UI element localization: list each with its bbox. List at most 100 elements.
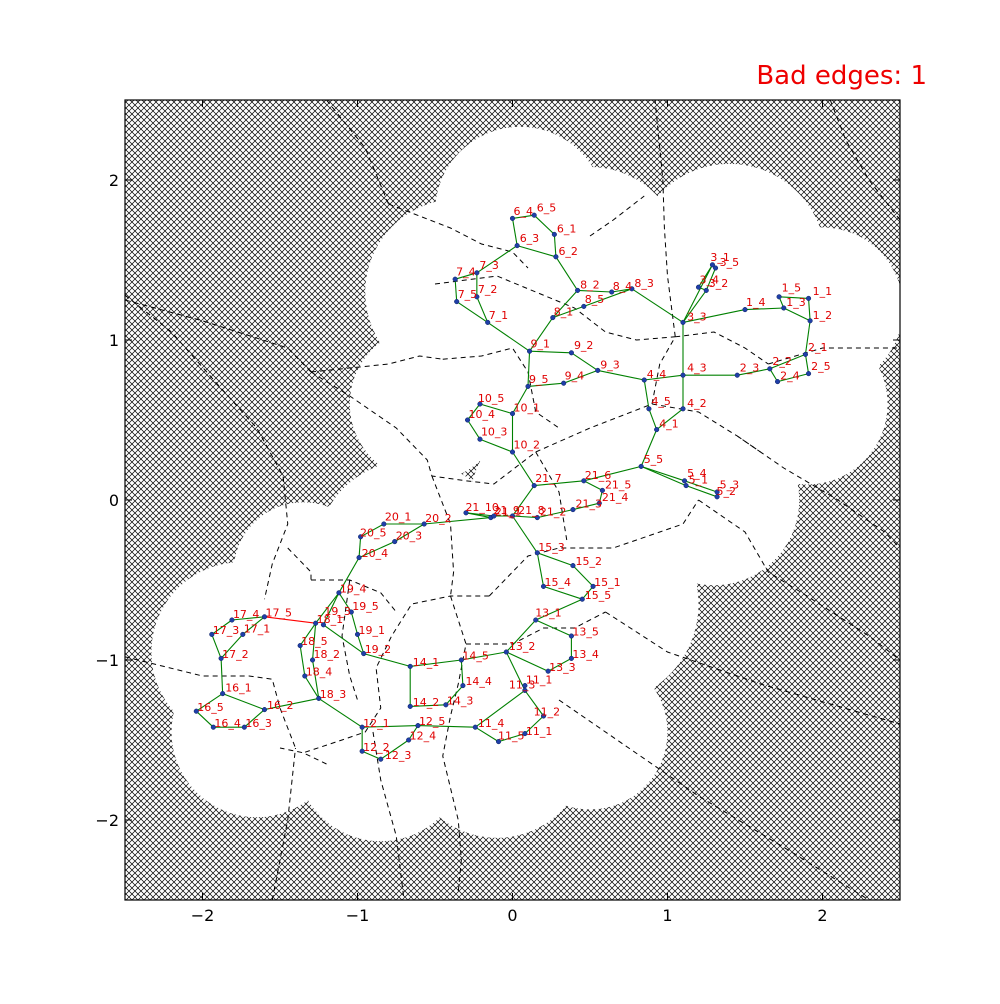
edge-20_5-20_4 bbox=[358, 536, 362, 558]
edge-5_1-5_5 bbox=[640, 465, 687, 487]
node-label-12_5: 12_5 bbox=[419, 715, 446, 728]
edge-14_3-14_2 bbox=[410, 704, 446, 707]
node-11_4 bbox=[472, 724, 478, 730]
edge-8_3-8_5 bbox=[583, 288, 633, 307]
edge-9_5-10_1 bbox=[512, 386, 529, 414]
y-tick-label-1: −1 bbox=[95, 651, 119, 670]
node-label-8_3: 8_3 bbox=[634, 277, 654, 290]
node-16_3 bbox=[241, 724, 247, 730]
y-tick-label-3: 1 bbox=[109, 331, 119, 350]
node-15_5 bbox=[579, 596, 585, 602]
node-17_1 bbox=[240, 631, 246, 637]
edge-19_3-19_4 bbox=[322, 592, 340, 626]
node-label-12_1: 12_1 bbox=[363, 717, 390, 730]
edge-7_5-7_1 bbox=[456, 301, 489, 323]
node-label-15_4: 15_4 bbox=[545, 576, 572, 589]
node-label-14_1: 14_1 bbox=[413, 656, 440, 669]
node-7_3 bbox=[474, 270, 480, 276]
hatched-background bbox=[125, 100, 900, 900]
node-label-13_3: 13_3 bbox=[549, 661, 576, 674]
node-9_2 bbox=[568, 350, 574, 356]
edge-21_6-21_5 bbox=[583, 480, 603, 491]
node-label-20_2: 20_2 bbox=[425, 512, 452, 525]
edge-20_4-19_4 bbox=[338, 557, 360, 594]
voronoi-line-10 bbox=[431, 475, 455, 597]
node-20_1 bbox=[381, 521, 387, 527]
node-label-1_4: 1_4 bbox=[746, 296, 766, 309]
node-2_2 bbox=[767, 366, 773, 372]
node-label-4_3: 4_3 bbox=[687, 362, 707, 375]
node-21_9 bbox=[491, 513, 497, 519]
edge-9_5-9_1 bbox=[527, 351, 531, 387]
node-label-2_5: 2_5 bbox=[811, 360, 831, 373]
node-label-21_3: 21_3 bbox=[576, 498, 603, 511]
edge-6_5-6_4 bbox=[512, 214, 535, 219]
edge-11_4-11_3 bbox=[474, 689, 526, 728]
edge-5_5-5_4 bbox=[640, 465, 685, 482]
node-label-13_5: 13_5 bbox=[572, 626, 599, 639]
node-label-6_1: 6_1 bbox=[557, 222, 577, 235]
node-label-9_1: 9_1 bbox=[531, 338, 551, 351]
node-label-21_4: 21_4 bbox=[602, 491, 629, 504]
node-label-15_2: 15_2 bbox=[576, 555, 603, 568]
node-21_5 bbox=[599, 487, 605, 493]
node-label-9_4: 9_4 bbox=[565, 370, 585, 383]
node-label-6_2: 6_2 bbox=[558, 245, 578, 258]
node-10_2 bbox=[509, 449, 516, 455]
edge-18_4-18_3 bbox=[304, 675, 320, 699]
node-label-20_4: 20_4 bbox=[362, 547, 389, 560]
voronoi-line-24 bbox=[654, 100, 676, 337]
edge-6_1-6_5 bbox=[533, 214, 555, 235]
node-label-20_5: 20_5 bbox=[360, 526, 387, 539]
node-18_2 bbox=[310, 657, 316, 663]
node-10_4 bbox=[465, 417, 471, 423]
voronoi-line-11 bbox=[442, 595, 467, 893]
node-5_1 bbox=[683, 483, 689, 489]
node-16_5 bbox=[193, 708, 199, 714]
node-label-5_4: 5_4 bbox=[687, 467, 707, 480]
node-4_5 bbox=[646, 406, 652, 412]
node-18_1 bbox=[313, 620, 319, 626]
node-10_5 bbox=[477, 401, 483, 407]
node-label-18_2: 18_2 bbox=[314, 648, 341, 661]
node-label-16_4: 16_4 bbox=[214, 717, 241, 730]
voronoi-line-13 bbox=[466, 611, 606, 645]
node-label-19_2: 19_2 bbox=[365, 643, 392, 656]
node-4_3 bbox=[680, 372, 686, 378]
edge-18_2-18_1 bbox=[312, 623, 317, 661]
node-label-1_5: 1_5 bbox=[782, 282, 802, 295]
node-label-11_1: 11_1 bbox=[526, 674, 553, 687]
y-tick-label-2: 0 bbox=[109, 491, 119, 510]
node-14_4 bbox=[460, 683, 466, 689]
node-label-9_5: 9_5 bbox=[529, 373, 549, 386]
node-19_3 bbox=[320, 622, 326, 628]
edge-11_3-13_2 bbox=[505, 651, 526, 691]
edge-15_3-15_2 bbox=[537, 552, 574, 567]
voronoi-line-8 bbox=[341, 579, 358, 701]
edge-1_5-1_1 bbox=[779, 296, 809, 299]
edge-6_3-6_2 bbox=[516, 245, 557, 258]
node-label-13_1: 13_1 bbox=[535, 606, 562, 619]
node-label-9_3: 9_3 bbox=[600, 358, 620, 371]
node-6_1 bbox=[551, 231, 557, 237]
edge-15_5-15_4 bbox=[543, 585, 583, 600]
node-18_5 bbox=[297, 643, 303, 649]
node-19_2 bbox=[361, 651, 367, 657]
node-3_2 bbox=[703, 287, 709, 293]
node-9_3 bbox=[595, 367, 601, 373]
node-21_10 bbox=[463, 510, 469, 516]
node-16_4 bbox=[210, 724, 216, 730]
node-label-15_1: 15_1 bbox=[594, 576, 621, 589]
node-label-5_1: 5_1 bbox=[689, 474, 709, 487]
edge-20_1-20_5 bbox=[360, 523, 385, 538]
node-label-15_5: 15_5 bbox=[585, 589, 612, 602]
edge-1_1-1_2 bbox=[808, 298, 811, 321]
node-label-7_1: 7_1 bbox=[489, 309, 509, 322]
node-13_3 bbox=[545, 668, 551, 674]
node-14_3 bbox=[443, 702, 449, 708]
voronoi-line-9 bbox=[287, 547, 312, 580]
node-label-3_4: 3_4 bbox=[700, 274, 720, 287]
node-20_4 bbox=[356, 555, 362, 561]
node-9_5 bbox=[525, 383, 531, 389]
